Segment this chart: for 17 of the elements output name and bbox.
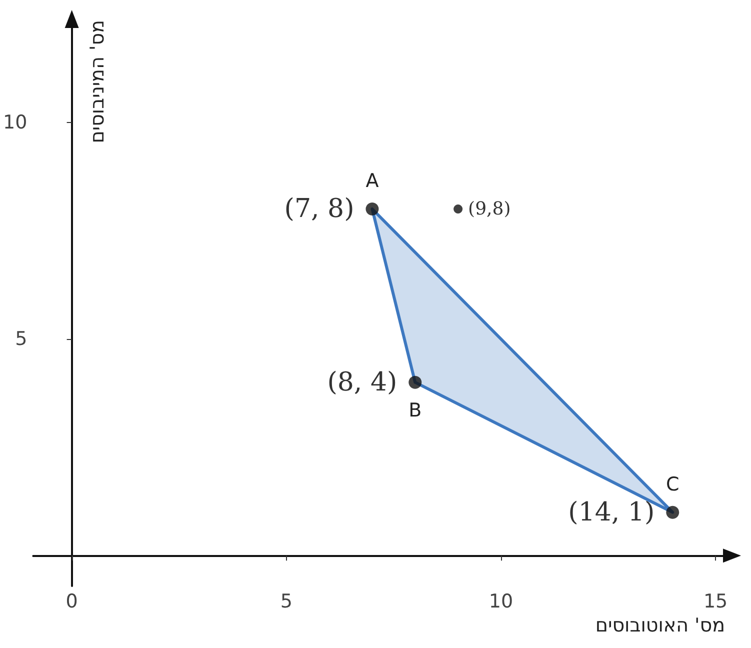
annotation: C xyxy=(666,473,680,496)
annotation: (14, 1) xyxy=(568,497,655,528)
annotation: (9,8) xyxy=(468,198,511,220)
x-tick-label: 15 xyxy=(703,590,728,612)
annotation: (8, 4) xyxy=(327,367,398,398)
point xyxy=(366,202,379,216)
y-axis-title: מס' המיניבוסים xyxy=(86,20,108,144)
annotation: (7, 8) xyxy=(284,194,354,224)
x-tick-label: 5 xyxy=(280,590,292,612)
x-axis-title: מס' האוטובוסים xyxy=(595,614,725,636)
annotation: B xyxy=(408,399,422,422)
point xyxy=(666,506,680,519)
annotation: A xyxy=(366,170,379,192)
point xyxy=(454,204,463,214)
x-tick-label: 10 xyxy=(488,590,514,612)
x-tick-label: 0 xyxy=(66,590,78,612)
point xyxy=(408,376,422,389)
